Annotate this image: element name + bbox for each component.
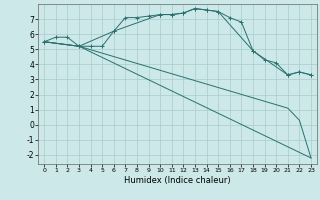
X-axis label: Humidex (Indice chaleur): Humidex (Indice chaleur) <box>124 176 231 185</box>
